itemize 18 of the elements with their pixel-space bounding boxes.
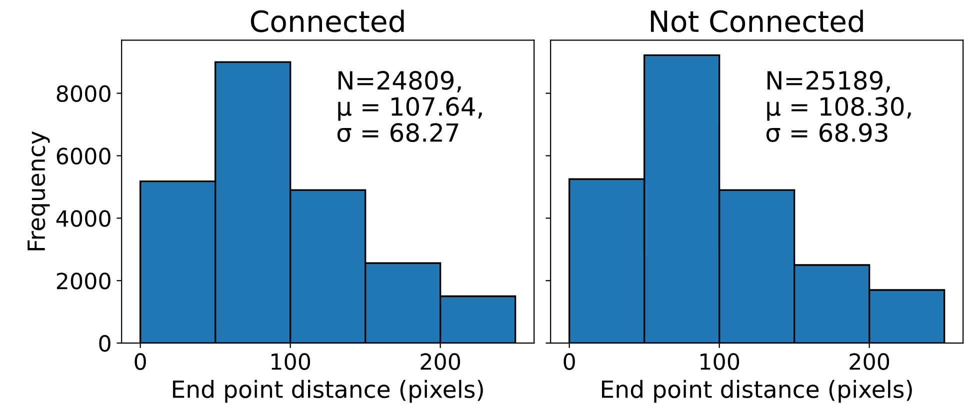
y-tick-label: 0 — [99, 335, 110, 352]
chart-title: Connected — [250, 10, 404, 32]
x-tick-label: 200 — [420, 353, 460, 370]
annotation: N=25189, μ = 108.30, σ = 68.93 — [766, 70, 911, 142]
x-tick-label: 0 — [564, 353, 575, 370]
x-tick-label: 100 — [700, 353, 740, 370]
y-tick-label: 8000 — [56, 85, 110, 102]
x-tick-label: 100 — [272, 353, 310, 370]
y-tick-label: 2000 — [56, 272, 110, 290]
y-tick-label: 6000 — [56, 148, 110, 164]
x-axis-title: End point distance (pixels) — [173, 380, 483, 403]
x-tick-label: 200 — [850, 353, 890, 370]
annotation: N=24809, μ = 107.64, σ = 68.27 — [337, 70, 482, 142]
x-tick-label: 0 — [134, 353, 146, 370]
x-axis-title: End point distance (pixels) — [602, 380, 912, 403]
chart-title: Not Connected — [650, 10, 863, 32]
y-axis-title: Frequency — [28, 131, 50, 250]
y-tick-label: 4000 — [56, 210, 110, 227]
